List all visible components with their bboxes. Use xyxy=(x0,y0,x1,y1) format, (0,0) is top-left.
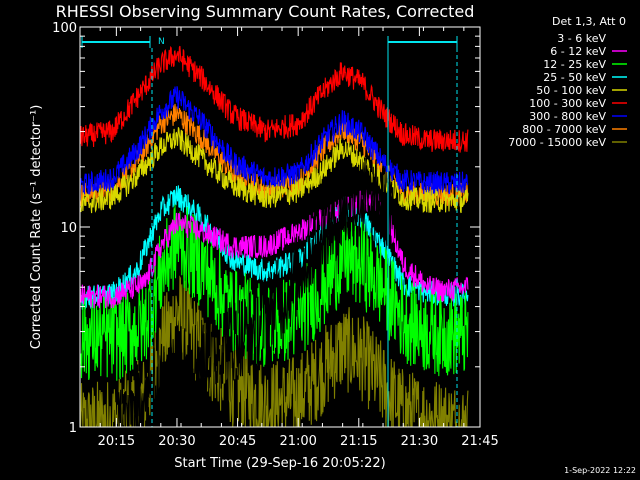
annotation-n-label: N xyxy=(158,37,165,47)
legend-entry-label: 12 - 25 keV xyxy=(543,58,606,71)
legend-entry-label: 7000 - 15000 keV xyxy=(508,136,606,149)
series-layer xyxy=(79,45,469,428)
legend-entry-label: 800 - 7000 keV xyxy=(522,123,606,136)
series-line-6 xyxy=(79,45,469,153)
y-tick-label: 10 xyxy=(60,221,77,236)
legend-entry-label: 25 - 50 keV xyxy=(543,71,606,84)
x-tick-label: 20:45 xyxy=(219,434,256,449)
axis-layer: 20:15 20:30 20:45 21:00 21:15 21:30 21:45 1 10 10… xyxy=(52,21,499,449)
x-tick-label: 21:00 xyxy=(279,434,316,449)
series-line-2 xyxy=(79,189,469,309)
x-tick-label: 21:15 xyxy=(340,434,377,449)
x-tick-label: 21:30 xyxy=(401,434,438,449)
legend-title: Det 1,3, Att 0 xyxy=(552,15,626,28)
y-tick-label: 1 xyxy=(69,421,77,436)
x-axis-label: Start Time (29-Sep-16 20:05:22) xyxy=(174,456,385,471)
legend-entry-label: 50 - 100 keV xyxy=(536,84,606,97)
series-line-4 xyxy=(79,185,469,310)
x-tick-label: 20:30 xyxy=(158,434,195,449)
series-line-5 xyxy=(79,127,469,214)
series-line-7 xyxy=(79,86,469,196)
chart-title: RHESSI Observing Summary Count Rates, Co… xyxy=(56,2,475,21)
y-axis-label: Corrected Count Rate (s⁻¹ detector⁻¹) xyxy=(29,105,44,350)
series-line-1 xyxy=(116,157,396,428)
series-line-9 xyxy=(79,275,469,428)
x-tick-label: 21:45 xyxy=(461,434,498,449)
y-tick-label: 100 xyxy=(52,21,77,36)
legend-entry-label: 100 - 300 keV xyxy=(529,97,606,110)
generated-timestamp: 1-Sep-2022 12:22 xyxy=(564,466,636,475)
legend-entry-label: 6 - 12 keV xyxy=(550,45,606,58)
legend-entry-label: 3 - 6 keV xyxy=(557,32,606,45)
x-tick-label: 20:15 xyxy=(98,434,135,449)
legend-entry-label: 300 - 800 keV xyxy=(529,110,606,123)
